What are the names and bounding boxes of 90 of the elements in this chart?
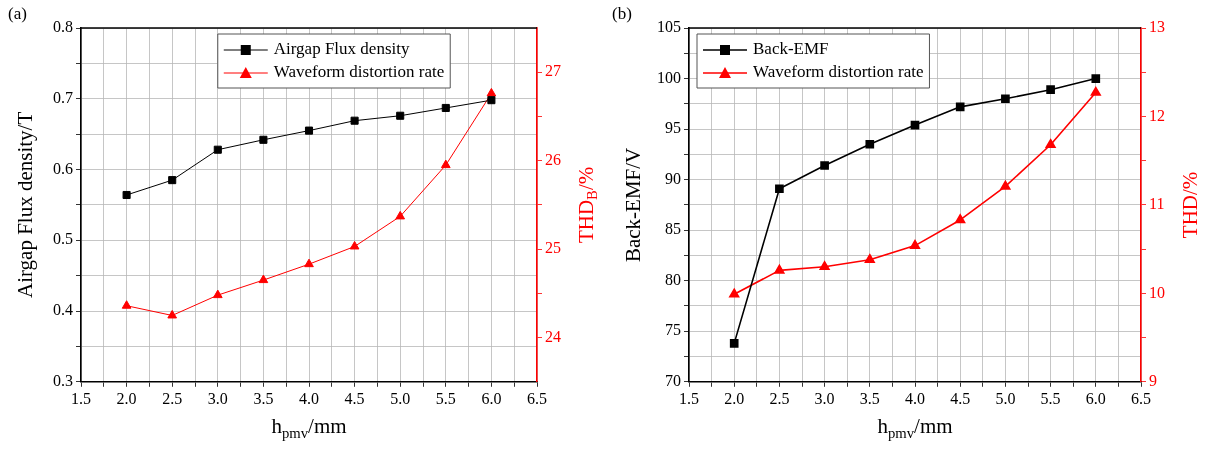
y2-tick-label: 13 (1149, 18, 1165, 36)
x-tick-label: 2.0 (724, 389, 745, 407)
legend-label: Waveform distortion rate (753, 62, 924, 82)
x-tick-label: 5.0 (390, 389, 411, 407)
y-tick-label: 85 (665, 220, 681, 238)
y-tick-label: 0.8 (53, 18, 73, 36)
x-tick-label: 3.5 (859, 389, 880, 407)
point (122, 190, 131, 200)
x-tick-label: 3.5 (253, 389, 274, 407)
x-tick-label: 5.5 (1040, 389, 1061, 407)
x-tick-label: 5.0 (995, 389, 1016, 407)
x-tick-label: 6.5 (527, 389, 547, 407)
point (167, 309, 178, 319)
y2-tick-label: 12 (1149, 106, 1165, 124)
point (440, 159, 451, 169)
point (349, 240, 360, 250)
point (955, 214, 966, 224)
x-tick-label: 3.0 (814, 389, 835, 407)
y-tick-label: 75 (665, 321, 681, 339)
point (258, 274, 269, 284)
y2-tick-label: 25 (545, 239, 561, 257)
y-tick-label: 105 (657, 18, 681, 36)
point (865, 139, 875, 149)
point (1046, 85, 1055, 94)
point (350, 116, 359, 125)
point (864, 253, 875, 264)
y-tick-label: 0.6 (53, 159, 73, 177)
point (909, 239, 921, 249)
y-axis-title: Airgap Flux density/T (12, 111, 37, 299)
point (121, 300, 132, 309)
legend-label: Waveform distortion rate (273, 62, 445, 82)
y-tick-label: 0.5 (53, 230, 73, 248)
point (1045, 138, 1056, 149)
point (819, 261, 830, 271)
point (396, 111, 405, 120)
y2-tick-label: 11 (1149, 195, 1165, 213)
x-tick-label: 2.5 (769, 389, 790, 407)
legend-label: Airgap Flux density (273, 39, 410, 59)
y2-axis-title: THDB/% (573, 166, 601, 244)
x-tick-label: 6.5 (1131, 389, 1151, 407)
y2-axis-title: THD/% (1177, 171, 1202, 239)
y-tick-label: 0.3 (53, 372, 73, 389)
x-tick-label: 4.0 (905, 389, 925, 407)
y-tick-label: 80 (665, 270, 681, 288)
point (259, 135, 268, 144)
y-tick-label: 0.7 (53, 88, 73, 106)
x-tick-label: 1.5 (679, 389, 699, 407)
point (304, 258, 314, 268)
point (486, 87, 497, 97)
x-tick-label: 4.5 (344, 389, 365, 407)
point (1001, 94, 1010, 104)
point (168, 176, 177, 185)
chart-title: (b) (612, 3, 632, 23)
y2-tick-label: 26 (545, 150, 561, 168)
point (955, 102, 965, 112)
point (1000, 180, 1011, 190)
legend-label: Back-EMF (753, 39, 829, 59)
y-tick-label: 100 (657, 68, 681, 86)
point (1090, 86, 1101, 96)
y-tick-label: 70 (665, 372, 681, 389)
y-axis-title: Back-EMF/V (620, 147, 645, 263)
x-tick-label: 4.5 (950, 389, 971, 407)
point (395, 210, 406, 220)
point (820, 161, 829, 170)
chart-title: (a) (8, 3, 27, 23)
point (487, 96, 496, 105)
point (441, 103, 450, 112)
point (213, 145, 222, 154)
point (729, 288, 740, 298)
y-tick-label: 0.4 (53, 301, 73, 319)
x-tick-label: 1.5 (71, 389, 91, 407)
point (304, 126, 314, 135)
x-tick-label: 4.0 (299, 389, 319, 407)
point (774, 264, 785, 274)
y2-tick-label: 10 (1149, 283, 1165, 301)
y-tick-label: 95 (665, 119, 681, 137)
x-tick-label: 6.0 (481, 389, 502, 407)
x-tick-label: 5.5 (435, 389, 456, 407)
y-tick-label: 90 (665, 169, 681, 187)
y2-tick-label: 24 (545, 327, 561, 345)
x-tick-label: 6.0 (1085, 389, 1106, 407)
point (212, 289, 223, 299)
y2-tick-label: 9 (1149, 372, 1157, 389)
x-tick-label: 2.5 (162, 389, 183, 407)
point (729, 339, 739, 348)
y2-tick-label: 27 (545, 62, 561, 80)
x-tick-label: 3.0 (207, 389, 228, 407)
x-tick-label: 2.0 (116, 389, 137, 407)
point (775, 184, 784, 194)
point (1091, 74, 1101, 83)
